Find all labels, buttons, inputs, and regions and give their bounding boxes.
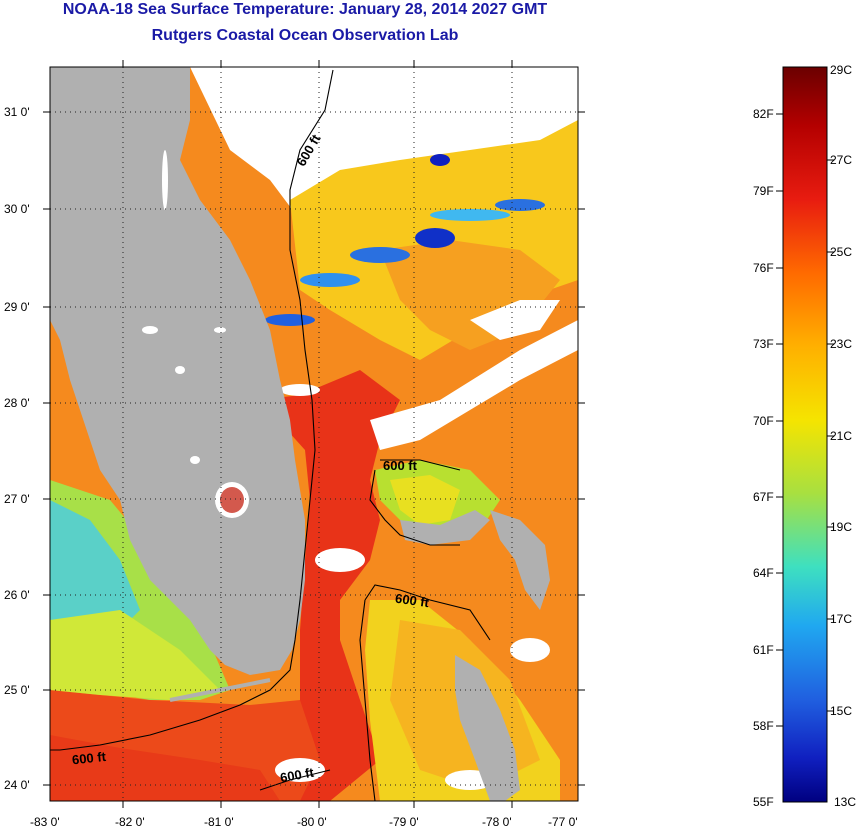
lat-label-26: 26 0' bbox=[4, 588, 30, 602]
isobath-great-bahama-west bbox=[359, 599, 376, 802]
lon-label-82: -82 0' bbox=[115, 815, 145, 829]
lat-label-31: 31 0' bbox=[4, 105, 30, 119]
graticule bbox=[50, 67, 578, 801]
contour-label-south: 600 ft bbox=[279, 765, 316, 786]
cb-label-58f: 58F bbox=[753, 719, 774, 733]
abaco-island bbox=[490, 510, 550, 610]
chart-title: NOAA-18 Sea Surface Temperature: January… bbox=[62, 1, 548, 18]
cb-label-64f: 64F bbox=[753, 566, 774, 580]
cb-label-27c: 27C bbox=[830, 153, 852, 167]
cb-label-13c: 13C bbox=[834, 795, 856, 809]
colorbar-fahrenheit-labels: 82F 79F 76F 73F 70F 67F 64F 61F 58F 55F bbox=[753, 107, 774, 809]
gulf-stream bbox=[260, 370, 400, 801]
lat-label-24: 24 0' bbox=[4, 778, 30, 792]
cb-label-23c: 23C bbox=[830, 337, 852, 351]
cb-label-17c: 17C bbox=[830, 612, 852, 626]
isobath-little-bahama-north bbox=[380, 459, 461, 471]
cb-label-29c: 29C bbox=[830, 63, 852, 77]
cb-label-25c: 25C bbox=[830, 245, 852, 259]
cb-label-67f: 67F bbox=[753, 490, 774, 504]
lon-label-81: -81 0' bbox=[204, 815, 234, 829]
lon-label-79: -79 0' bbox=[389, 815, 419, 829]
contour-label-little-bahama: 600 ft bbox=[383, 458, 418, 473]
lake-okeechobee-sst bbox=[220, 487, 244, 513]
map-ticks bbox=[43, 60, 585, 808]
colorbar bbox=[782, 66, 828, 803]
lon-label-78: -78 0' bbox=[482, 815, 512, 829]
lat-label-28: 28 0' bbox=[4, 396, 30, 410]
cb-label-79f: 79F bbox=[753, 184, 774, 198]
cb-label-73f: 73F bbox=[753, 337, 774, 351]
cb-label-61f: 61F bbox=[753, 643, 774, 657]
lat-label-27: 27 0' bbox=[4, 492, 30, 506]
isobath-little-bahama bbox=[369, 469, 460, 546]
cb-label-55f: 55F bbox=[753, 795, 774, 809]
west-shelf-teal bbox=[50, 500, 140, 640]
lon-label-80: -80 0' bbox=[297, 815, 327, 829]
cb-label-21c: 21C bbox=[830, 429, 852, 443]
colorbar-celsius-labels: 29C 27C 25C 23C 21C 19C 17C 15C 13C bbox=[830, 63, 856, 809]
isobath-florida bbox=[50, 69, 334, 751]
lat-label-25: 25 0' bbox=[4, 683, 30, 697]
isobath-south bbox=[259, 769, 331, 791]
map-border bbox=[49, 66, 579, 802]
contour-label-great-bahama: 600 ft bbox=[394, 591, 430, 611]
chart-subtitle: Rutgers Coastal Ocean Observation Lab bbox=[151, 27, 459, 44]
sst-imagery bbox=[50, 67, 578, 801]
contour-label-southwest: 600 ft bbox=[71, 749, 107, 768]
andros-island bbox=[455, 655, 520, 801]
lat-label-30: 30 0' bbox=[4, 202, 30, 216]
colorbar-ticks bbox=[776, 113, 834, 727]
straits-red bbox=[50, 735, 280, 801]
cb-label-82f: 82F bbox=[753, 107, 774, 121]
cb-label-15c: 15C bbox=[830, 704, 852, 718]
cold-streaks bbox=[265, 154, 545, 326]
bahama-bank-yellow bbox=[390, 475, 460, 525]
inland-lakes bbox=[142, 150, 226, 464]
cb-label-19c: 19C bbox=[830, 520, 852, 534]
lon-label-77: -77 0' bbox=[548, 815, 578, 829]
lon-label-83: -83 0' bbox=[30, 815, 60, 829]
cb-label-70f: 70F bbox=[753, 414, 774, 428]
cb-label-76f: 76F bbox=[753, 261, 774, 275]
west-shelf-yellow bbox=[50, 610, 220, 700]
grand-bahama bbox=[400, 510, 490, 545]
lat-label-29: 29 0' bbox=[4, 300, 30, 314]
isobaths bbox=[50, 69, 491, 802]
